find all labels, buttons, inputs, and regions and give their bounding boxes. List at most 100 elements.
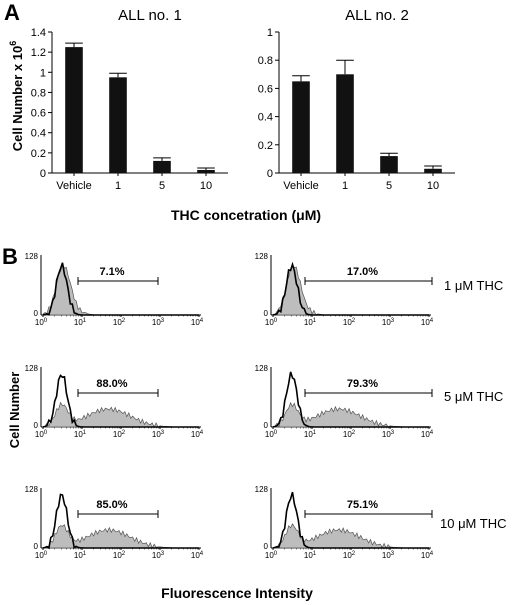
x-tick-label: Vehicle bbox=[283, 180, 318, 192]
control-histogram-outline bbox=[272, 371, 429, 428]
hist-y-tick-min: 0 bbox=[264, 542, 269, 551]
hist-x-tick-label: 104 bbox=[421, 551, 434, 560]
bar-chart-all-no-1: 0 0.2 0.4 0.6 0.8 1 1.2 1.4 Vehicle 1 5 10 ALL no. 1 bbox=[31, 7, 228, 192]
hist-x-tick-label: 104 bbox=[191, 318, 204, 327]
hist-y-tick-max: 128 bbox=[25, 252, 39, 261]
control-histogram-outline bbox=[42, 262, 199, 316]
hist-x-tick-label: 101 bbox=[304, 430, 317, 439]
hist-x-tick-label: 104 bbox=[421, 318, 434, 327]
hist-x-tick-label: 102 bbox=[113, 430, 126, 439]
gate-percentage: 88.0% bbox=[96, 378, 127, 390]
bar-1 bbox=[109, 77, 127, 173]
control-histogram-outline bbox=[272, 491, 429, 549]
hist-y-tick-min: 0 bbox=[34, 309, 39, 318]
hist-y-tick-max: 128 bbox=[25, 485, 39, 494]
hist-x-tick-label: 103 bbox=[382, 318, 395, 327]
shaded-histogram bbox=[42, 524, 199, 549]
chart-title: ALL no. 1 bbox=[118, 7, 182, 24]
hist-y-tick-max: 128 bbox=[25, 364, 39, 373]
y-tick-label: 1.4 bbox=[31, 27, 46, 39]
x-tick-label: 5 bbox=[386, 180, 392, 192]
shaded-histogram bbox=[272, 523, 429, 549]
x-tick-label: 1 bbox=[342, 180, 348, 192]
panel-a-y-title-sup: 6 bbox=[8, 41, 18, 46]
y-tick-label: 0 bbox=[40, 168, 46, 180]
y-tick-label: 0.6 bbox=[258, 83, 273, 95]
hist-y-tick-min: 0 bbox=[264, 421, 269, 430]
hist-x-tick-label: 101 bbox=[304, 551, 317, 560]
y-tick-label: 1 bbox=[40, 67, 46, 79]
hist-y-tick-max: 128 bbox=[255, 364, 269, 373]
hist-x-tick-label: 103 bbox=[382, 430, 395, 439]
hist-x-tick-label: 100 bbox=[265, 430, 278, 439]
hist-x-tick-label: 101 bbox=[74, 551, 87, 560]
gate-percentage: 75.1% bbox=[347, 499, 378, 511]
hist-x-tick-label: 104 bbox=[191, 430, 204, 439]
panel-b-y-title: Cell Number bbox=[7, 372, 22, 449]
bar-3 bbox=[197, 169, 215, 173]
y-tick-label: 0.8 bbox=[258, 55, 273, 67]
panel-b-x-title: Fluorescence Intensity bbox=[161, 585, 313, 601]
bar-chart-all-no-2: 0 0.2 0.4 0.6 0.8 1 Vehicle 1 5 10 ALL no. 2 bbox=[258, 7, 455, 192]
y-tick-label: 0.2 bbox=[258, 140, 273, 152]
hist-x-tick-label: 100 bbox=[265, 551, 278, 560]
hist-x-tick-label: 104 bbox=[191, 551, 204, 560]
gate-percentage: 7.1% bbox=[99, 266, 124, 278]
panel-b-letter: B bbox=[2, 244, 18, 269]
control-histogram-outline bbox=[42, 374, 199, 428]
row-label-3: 10 μM THC bbox=[440, 516, 507, 531]
hist-x-tick-label: 102 bbox=[343, 430, 356, 439]
y-tick-label: 0 bbox=[267, 168, 273, 180]
bar-2 bbox=[153, 160, 171, 173]
y-tick-label: 0.6 bbox=[31, 108, 46, 120]
panel-a-y-title: Cell Number x 106 bbox=[8, 41, 25, 152]
bar-0 bbox=[292, 81, 310, 173]
bar-1 bbox=[336, 74, 354, 173]
x-tick-label: 10 bbox=[427, 180, 439, 192]
gate-percentage: 17.0% bbox=[347, 266, 378, 278]
hist-x-tick-label: 100 bbox=[35, 551, 48, 560]
panel-a-x-title: THC concetration (μM) bbox=[171, 207, 321, 223]
bar-0 bbox=[65, 47, 83, 173]
control-histogram-outline bbox=[272, 261, 429, 316]
y-tick-label: 1.2 bbox=[31, 47, 46, 59]
hist-x-tick-label: 103 bbox=[152, 430, 165, 439]
hist-y-tick-min: 0 bbox=[264, 309, 269, 318]
hist-y-tick-min: 0 bbox=[34, 421, 39, 430]
hist-x-tick-label: 103 bbox=[382, 551, 395, 560]
panel-a-letter: A bbox=[4, 0, 20, 25]
hist-x-tick-label: 101 bbox=[74, 318, 87, 327]
hist-y-tick-min: 0 bbox=[34, 542, 39, 551]
hist-x-tick-label: 103 bbox=[152, 551, 165, 560]
hist-x-tick-label: 100 bbox=[35, 318, 48, 327]
gate-percentage: 79.3% bbox=[347, 378, 378, 390]
gate-percentage: 85.0% bbox=[96, 499, 127, 511]
bar-2 bbox=[380, 156, 398, 173]
control-histogram-outline bbox=[42, 493, 199, 550]
row-label-2: 5 μM THC bbox=[444, 389, 503, 404]
hist-x-tick-label: 103 bbox=[152, 318, 165, 327]
y-tick-label: 1 bbox=[267, 27, 273, 39]
hist-x-tick-label: 104 bbox=[421, 430, 434, 439]
x-tick-label: 10 bbox=[200, 180, 212, 192]
y-tick-label: 0.2 bbox=[31, 148, 46, 160]
hist-y-tick-max: 128 bbox=[255, 252, 269, 261]
hist-x-tick-label: 102 bbox=[343, 551, 356, 560]
y-tick-label: 0.4 bbox=[31, 128, 46, 140]
hist-x-tick-label: 102 bbox=[113, 551, 126, 560]
x-tick-label: 1 bbox=[115, 180, 121, 192]
shaded-histogram bbox=[42, 401, 199, 428]
shaded-histogram bbox=[272, 401, 429, 428]
panel-a-y-title-text: Cell Number x 10 bbox=[10, 46, 25, 152]
x-tick-label: Vehicle bbox=[56, 180, 91, 192]
hist-y-tick-max: 128 bbox=[255, 485, 269, 494]
hist-x-tick-label: 100 bbox=[35, 430, 48, 439]
